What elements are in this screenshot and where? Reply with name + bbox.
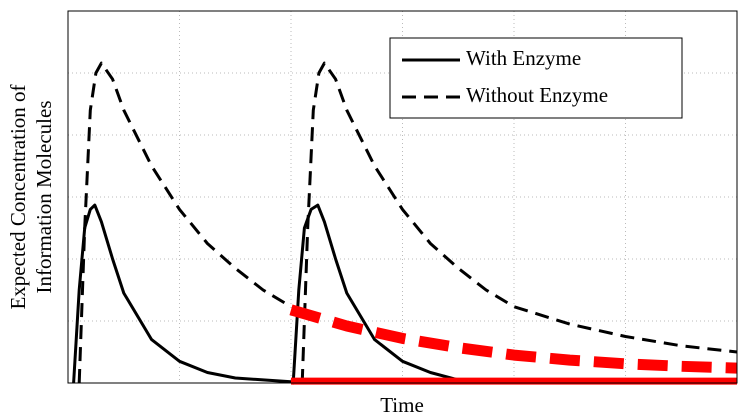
legend-box [389, 37, 683, 119]
x-axis-label: Time [380, 393, 424, 417]
series-line [77, 61, 738, 384]
y-axis-label: Expected Concentration of [6, 84, 30, 309]
series-line [289, 304, 738, 374]
legend-label: Without Enzyme [466, 83, 608, 107]
series-line [72, 203, 459, 385]
y-axis-label: Information Molecules [32, 100, 56, 293]
legend-label: With Enzyme [466, 46, 581, 70]
plot-frame [67, 10, 738, 384]
